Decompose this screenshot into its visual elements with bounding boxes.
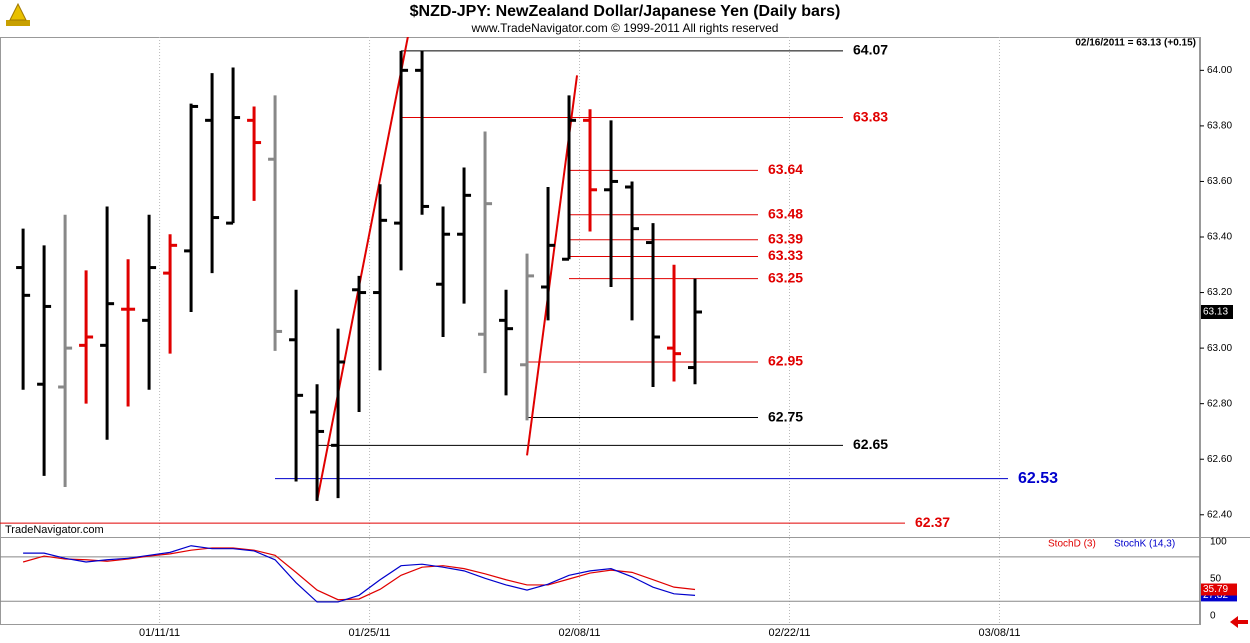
x-tick-label: 01/25/11 [349,627,391,639]
y-tick-label: 62.60 [1207,454,1232,465]
last-value-box [1201,583,1237,596]
y-tick-label: 100 [1210,537,1227,548]
level-label: 63.83 [853,108,888,124]
x-tick-label: 01/11/11 [139,627,180,639]
y-tick-label: 63.20 [1207,287,1232,298]
last-price-label: 63.13 [1203,307,1228,318]
scroll-arrow[interactable] [1230,616,1248,628]
y-tick-label: 62.40 [1207,509,1232,520]
y-tick-label: 62.80 [1207,398,1232,409]
x-tick-label: 02/08/11 [559,627,601,639]
info-text: 02/16/2011 = 63.13 (+0.15) [1075,38,1196,49]
legend-entry: StochD (3) [1048,539,1096,550]
level-label: 63.33 [768,247,803,263]
y-tick-label: 0 [1210,611,1216,622]
logo [6,2,30,26]
level-label: 63.25 [768,269,803,285]
legend-entry: StochK (14,3) [1114,539,1175,550]
y-tick-label: 50 [1210,574,1222,585]
level-label: 62.65 [853,436,888,452]
chart-subtitle: www.TradeNavigator.com © 1999-2011 All r… [471,21,779,35]
y-tick-label: 63.40 [1207,232,1232,243]
level-label: 63.64 [768,161,803,177]
y-tick-label: 63.80 [1207,121,1232,132]
level-label: 63.48 [768,205,803,221]
level-label: 62.37 [915,514,950,530]
level-label: 62.75 [768,408,803,424]
y-tick-label: 63.60 [1207,176,1232,187]
last-price-box [1201,305,1233,319]
chart-title: $NZD-JPY: NewZealand Dollar/Japanese Yen… [410,3,841,20]
y-tick-label: 64.00 [1207,65,1232,76]
level-label: 62.95 [768,353,803,369]
stoch-line [23,545,696,603]
plot-frame [0,37,1200,625]
level-label: 62.53 [1018,470,1058,487]
level-label: 64.07 [853,42,888,58]
stoch-line [22,547,696,601]
level-label: 63.39 [768,230,803,246]
watermark: TradeNavigator.com [5,524,104,536]
last-value-label: 35.79 [1203,584,1228,595]
x-tick-label: 03/08/11 [978,627,1020,639]
x-tick-label: 02/22/11 [768,627,810,639]
last-value-label: 27.82 [1203,590,1228,601]
y-tick-label: 63.00 [1207,343,1232,354]
trend-line [316,37,409,502]
